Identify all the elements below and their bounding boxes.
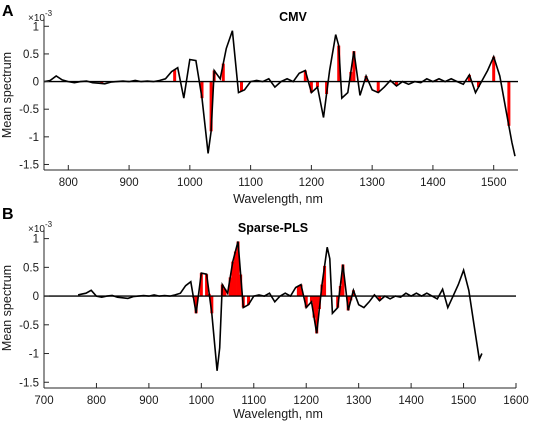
panel-b-ytick-label: 0 bbox=[33, 291, 39, 303]
panel-b-xtick-label: 700 bbox=[34, 395, 53, 407]
panel-b-ytick-label: 0.5 bbox=[23, 262, 39, 274]
panel-b-xtick-label: 1400 bbox=[398, 395, 424, 407]
panel-b-label: B bbox=[2, 206, 14, 223]
panel-b-xtick-label: 1100 bbox=[241, 395, 266, 407]
panel-b-xtick-label: 1200 bbox=[293, 395, 319, 407]
panel-b-xtick-label: 1500 bbox=[451, 395, 477, 407]
panel-a-title: CMV bbox=[279, 10, 307, 24]
panel-a-xtick-label: 1200 bbox=[299, 177, 325, 189]
panel-a-xtick-label: 1400 bbox=[420, 177, 446, 189]
panel-b-exponent: ×10-3 bbox=[28, 220, 53, 235]
panel-a-ytick-label: -1.5 bbox=[19, 159, 39, 171]
panel-a-xtick-label: 1500 bbox=[481, 177, 507, 189]
panel-b-ytick-label: -1.5 bbox=[19, 377, 39, 389]
panel-b-xtick-label: 1600 bbox=[503, 395, 529, 407]
panel-a-ylabel: Mean spectrum bbox=[0, 52, 14, 138]
panel-b-xlabel: Wavelength, nm bbox=[233, 407, 323, 421]
panel-a-spectrum-line bbox=[43, 30, 516, 157]
panel-b-title: Sparse-PLS bbox=[238, 221, 308, 235]
panel-a-ytick-label: -0.5 bbox=[19, 104, 39, 116]
panel-b: B Sparse-PLS ×10-3 Mean spectrum Wavelen… bbox=[0, 206, 529, 421]
panel-b-ytick-label: -1 bbox=[29, 349, 39, 361]
panel-a-ytick-label: 0.5 bbox=[23, 49, 39, 61]
panel-a-xtick-label: 1000 bbox=[177, 177, 203, 189]
panel-a-plot: 1 0.5 0 -0.5 -1 -1.5 800 900 1000 1100 1200 1300 140… bbox=[19, 18, 518, 189]
panel-b-xtick-label: 1300 bbox=[346, 395, 372, 407]
panel-a-exponent: ×10-3 bbox=[28, 9, 53, 24]
panel-a-ytick-label: -1 bbox=[29, 132, 39, 144]
panel-a-xtick-label: 900 bbox=[119, 177, 138, 189]
panel-a-xtick-label: 1300 bbox=[359, 177, 385, 189]
panel-b-xtick-label: 800 bbox=[87, 395, 106, 407]
panel-a-xlabel: Wavelength, nm bbox=[233, 192, 323, 206]
panel-a-ytick-label: 0 bbox=[33, 77, 39, 89]
panel-a-xtick-label: 800 bbox=[59, 177, 78, 189]
panel-a-ytick-label: 1 bbox=[33, 21, 39, 33]
panel-b-ytick-label: 1 bbox=[33, 234, 39, 246]
panel-a-xtick-label: 1100 bbox=[238, 177, 263, 189]
panel-b-spectrum-line bbox=[77, 241, 483, 371]
panel-b-xtick-label: 1000 bbox=[189, 395, 215, 407]
panel-b-xtick-label: 900 bbox=[139, 395, 158, 407]
panel-a-label: A bbox=[2, 3, 14, 20]
panel-a: A CMV ×10-3 Mean spectrum Wavelength, nm… bbox=[0, 3, 518, 206]
panel-b-plot: 1 0.5 0 -0.5 -1 -1.5 700 800 900 1000 1100 1200 1300… bbox=[19, 230, 529, 407]
panel-b-ytick-label: -0.5 bbox=[19, 320, 39, 332]
panel-b-ylabel: Mean spectrum bbox=[0, 265, 14, 351]
